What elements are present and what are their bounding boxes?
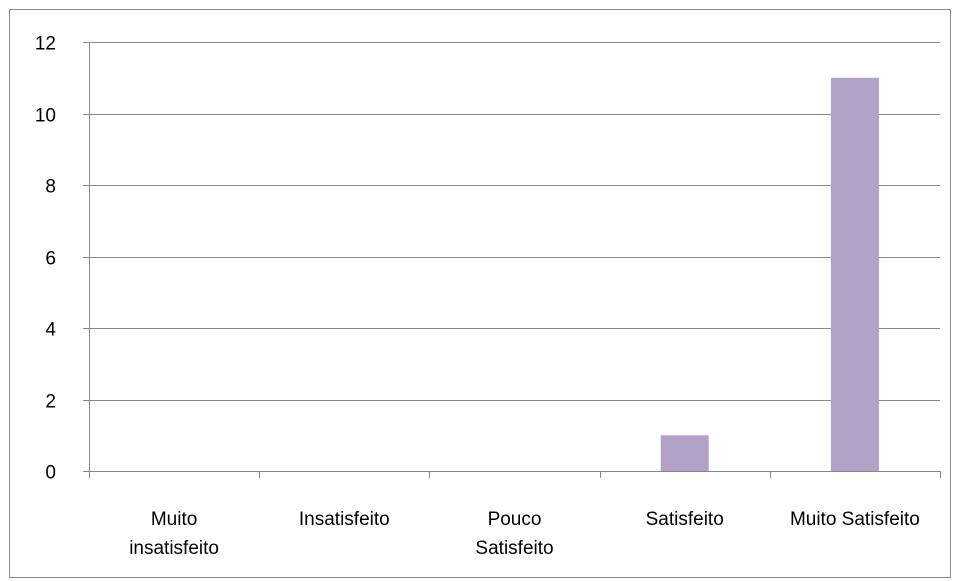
y-tick-label: 4 <box>45 320 56 341</box>
y-tick-labels: 0 2 4 6 8 10 12 <box>35 34 57 484</box>
x-tick-labels: Muito insatisfeito Insatisfeito Pouco Satisf… <box>129 509 920 559</box>
x-tick-label: Insatisfeito <box>299 509 390 530</box>
x-tick-label: Satisfeito <box>646 509 724 530</box>
x-tick-label: Muito Satisfeito <box>790 509 920 530</box>
y-tick-label: 8 <box>45 177 56 198</box>
gridlines <box>89 42 940 401</box>
axes <box>83 42 941 478</box>
y-tick-label: 12 <box>35 34 56 55</box>
y-tick-label: 0 <box>45 463 56 484</box>
chart-frame <box>9 9 951 578</box>
bar <box>830 77 879 472</box>
x-tick-label: Satisfeito <box>475 538 553 559</box>
bar <box>660 435 709 472</box>
y-tick-label: 2 <box>45 392 56 413</box>
x-tick-label: Muito <box>151 509 197 530</box>
x-tick-label: Pouco <box>488 509 542 530</box>
x-tick-label: insatisfeito <box>129 538 219 559</box>
y-tick-label: 6 <box>45 249 56 270</box>
bars <box>660 77 879 472</box>
y-tick-label: 10 <box>35 106 56 127</box>
